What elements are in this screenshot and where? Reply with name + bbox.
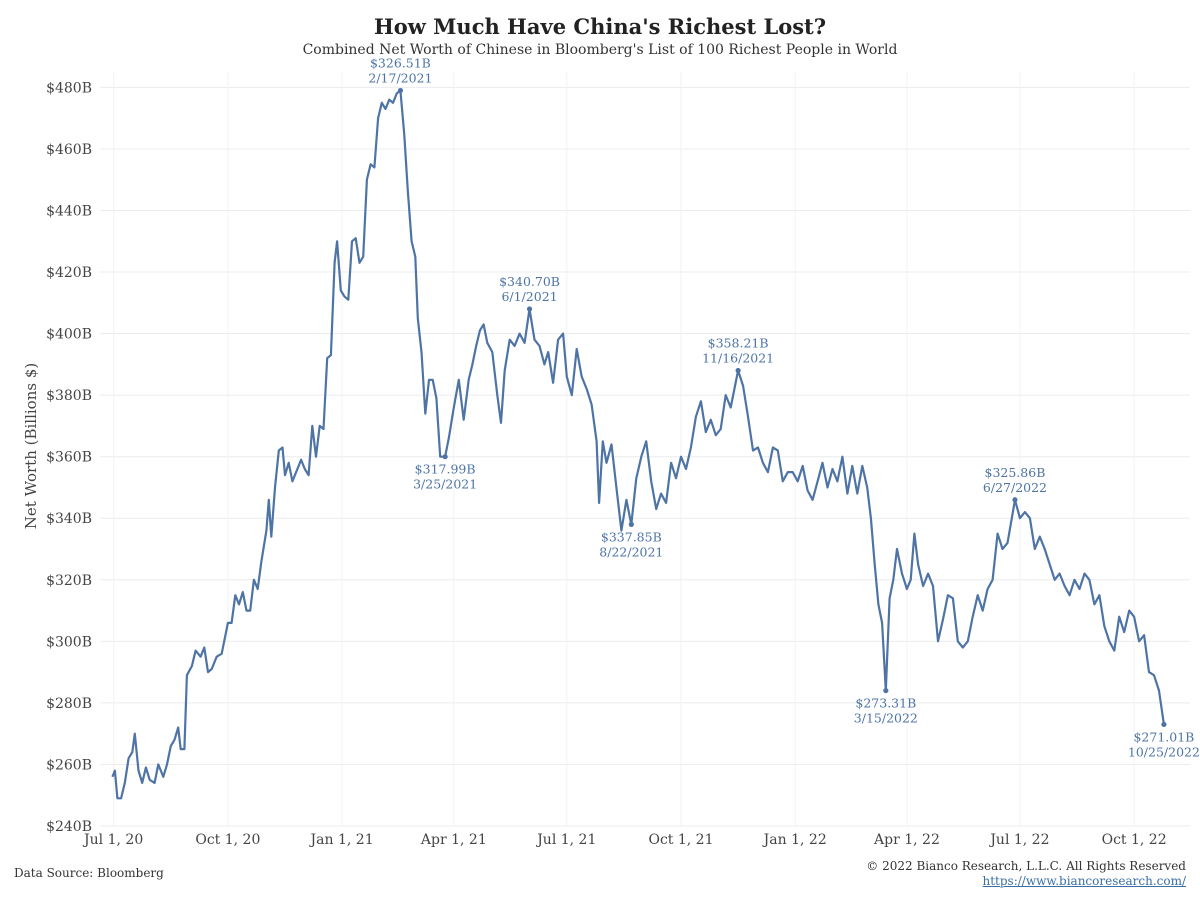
x-tick-label: Jul 1, 21	[535, 832, 596, 848]
data-source: Data Source: Bloomberg	[14, 866, 164, 880]
y-tick-label: $360B	[46, 450, 92, 466]
annotation-label: 8/22/2021	[599, 544, 663, 559]
x-tick-label: Oct 1, 21	[648, 832, 713, 848]
annotation-point	[628, 521, 634, 528]
y-tick-label: $280B	[46, 696, 92, 712]
annotation-label: $273.31B	[855, 696, 916, 711]
y-tick-label: $420B	[46, 265, 92, 281]
annotation-point	[735, 367, 741, 374]
y-tick-label: $380B	[46, 388, 92, 404]
x-tick-label: Oct 1, 20	[195, 832, 260, 848]
x-tick-label: Jan 1, 22	[762, 832, 827, 848]
x-tick-label: Jul 1, 22	[988, 832, 1049, 848]
annotation-label: $326.51B	[370, 55, 431, 70]
copyright-text: © 2022 Bianco Research, L.L.C. All Right…	[866, 859, 1186, 873]
x-tick-label: Apr 1, 21	[420, 832, 487, 848]
y-tick-label: $400B	[46, 327, 92, 343]
annotation-point	[526, 306, 533, 312]
annotation-label: 3/25/2021	[413, 477, 477, 492]
chart-subtitle: Combined Net Worth of Chinese in Bloombe…	[302, 42, 898, 58]
y-tick-label: $320B	[46, 573, 92, 589]
annotation-point	[883, 687, 889, 694]
y-tick-label: $300B	[46, 634, 92, 650]
y-tick-label: $480B	[46, 80, 92, 96]
chart-title: How Much Have China's Richest Lost?	[373, 14, 827, 39]
x-tick-label: Jan 1, 21	[309, 832, 374, 848]
annotation-label: 11/16/2021	[702, 351, 774, 366]
annotation-label: $337.85B	[601, 529, 662, 544]
x-tick-label: Jul 1, 20	[82, 832, 143, 848]
website-link[interactable]: https://www.biancoresearch.com/	[982, 874, 1186, 888]
annotation-point	[1161, 721, 1167, 728]
y-axis-ticks: $240B $260B $280B $300B $320B $340B $360B $380B…	[46, 80, 92, 835]
annotation-point	[1012, 497, 1018, 503]
annotation-label: 6/27/2022	[983, 480, 1047, 495]
annotation-label: 3/15/2022	[854, 711, 918, 726]
series-layer	[111, 89, 1165, 800]
annotation-point	[397, 87, 404, 94]
footer-credits: © 2022 Bianco Research, L.L.C. All Right…	[866, 859, 1186, 889]
annotation-label: 6/1/2021	[501, 289, 557, 304]
annotation-label: $271.01B	[1133, 729, 1194, 744]
y-tick-label: $440B	[46, 203, 92, 219]
annotation-point	[442, 454, 448, 460]
annotation-label: $358.21B	[708, 336, 769, 351]
annotation-label: 2/17/2021	[368, 70, 432, 85]
y-tick-label: $460B	[46, 142, 92, 158]
annotation-label: $340.70B	[499, 274, 560, 289]
annotation-label: $317.99B	[415, 462, 476, 477]
annotation-label: $325.86B	[985, 465, 1046, 480]
y-tick-label: $240B	[46, 819, 92, 835]
gridlines	[100, 72, 1190, 827]
x-axis-ticks: Jul 1, 20 Oct 1, 20 Jan 1, 21 Apr 1, 21 Jul …	[82, 832, 1167, 848]
net-worth-series-line	[111, 89, 1165, 800]
x-tick-label: Oct 1, 22	[1102, 832, 1167, 848]
y-axis-label: Net Worth (Billions $)	[22, 363, 40, 529]
x-tick-label: Apr 1, 22	[873, 832, 940, 848]
y-tick-label: $340B	[46, 511, 92, 527]
y-tick-label: $260B	[46, 757, 92, 773]
annotation-label: 10/25/2022	[1128, 744, 1200, 759]
